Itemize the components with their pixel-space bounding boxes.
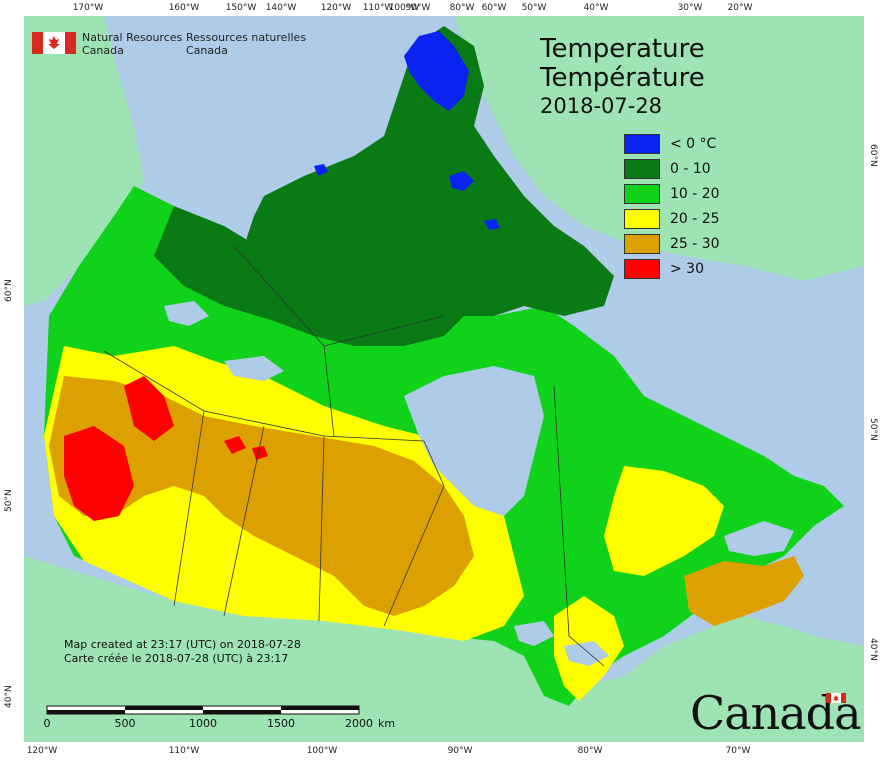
- alaska: [24, 16, 144, 306]
- usa: [24, 556, 864, 742]
- legend-item: 0 - 10: [624, 159, 711, 179]
- map-date: 2018-07-28: [540, 94, 663, 118]
- arctic-islands: [244, 26, 614, 316]
- tick-label-bottom: 80°W: [577, 746, 603, 756]
- agency-name-en: Natural Resources Canada: [82, 31, 183, 57]
- region-above-30: [124, 376, 174, 441]
- region-below-0: [404, 31, 469, 111]
- title-en: Temperature: [540, 34, 705, 64]
- tick-label-bottom: 90°W: [447, 746, 473, 756]
- provincial-borders: [103, 245, 605, 667]
- legend-label: 25 - 30: [670, 236, 720, 252]
- legend-item: 20 - 25: [624, 209, 720, 229]
- tick-label-top: 60°W: [481, 3, 507, 13]
- scale-bar: [46, 705, 360, 715]
- tick-label-left: 50°N: [4, 489, 14, 512]
- legend-swatch: [624, 234, 660, 254]
- tick-label-right: 60°N: [868, 144, 878, 167]
- legend-swatch: [624, 259, 660, 279]
- tick-label-top: 120°W: [320, 3, 352, 13]
- tick-label-top: 50°W: [521, 3, 547, 13]
- legend-swatch: [624, 184, 660, 204]
- tick-label-bottom: 100°W: [306, 746, 338, 756]
- wordmark-flag-icon: [826, 693, 846, 703]
- tick-label-right: 50°N: [868, 418, 878, 441]
- legend-swatch: [624, 209, 660, 229]
- tick-label-right: 40°N: [868, 638, 878, 661]
- tick-label-top: 40°W: [583, 3, 609, 13]
- mainland-dark-green: [154, 206, 464, 346]
- tick-label-top: 20°W: [727, 3, 753, 13]
- temperature-map: [24, 16, 864, 742]
- tick-label-top: 140°W: [265, 3, 297, 13]
- legend-label: 10 - 20: [670, 186, 720, 202]
- tick-label-top: 80°W: [449, 3, 475, 13]
- scale-label: 2000: [345, 717, 373, 730]
- legend-label: > 30: [670, 261, 704, 277]
- scale-unit: km: [378, 717, 396, 730]
- legend-swatch: [624, 134, 660, 154]
- created-note-fr: Carte créée le 2018-07-28 (UTC) à 23:17: [64, 652, 289, 665]
- legend-item: 25 - 30: [624, 234, 720, 254]
- created-note-en: Map created at 23:17 (UTC) on 2018-07-28: [64, 638, 301, 651]
- tick-label-top: 110°W: [362, 3, 394, 13]
- legend-item: < 0 °C: [624, 134, 716, 154]
- scale-label: 0: [43, 717, 51, 730]
- legend-item: 10 - 20: [624, 184, 720, 204]
- legend-label: 20 - 25: [670, 211, 720, 227]
- tick-label-bottom: 120°W: [26, 746, 58, 756]
- scale-label: 500: [114, 717, 136, 730]
- legend-label: < 0 °C: [670, 136, 717, 152]
- title-fr: Température: [540, 63, 705, 93]
- tick-label-left: 40°N: [4, 685, 14, 708]
- legend-swatch: [624, 159, 660, 179]
- tick-label-top: 170°W: [72, 3, 104, 13]
- tick-label-top: 100°W: [388, 3, 420, 13]
- hudson-bay: [404, 366, 544, 516]
- canada-flag-icon: [32, 32, 76, 54]
- tick-label-top: 160°W: [168, 3, 200, 13]
- tick-label-bottom: 110°W: [168, 746, 200, 756]
- tick-label-top: 150°W: [225, 3, 257, 13]
- tick-label-bottom: 70°W: [725, 746, 751, 756]
- tick-label-left: 60°N: [4, 279, 14, 302]
- legend-label: 0 - 10: [670, 161, 711, 177]
- tick-label-top: 30°W: [677, 3, 703, 13]
- scale-label: 1500: [267, 717, 295, 730]
- agency-name-fr: Ressources naturelles Canada: [186, 31, 307, 57]
- scale-label: 1000: [189, 717, 217, 730]
- legend-item: > 30: [624, 259, 704, 279]
- tick-label-top: 90°W: [405, 3, 431, 13]
